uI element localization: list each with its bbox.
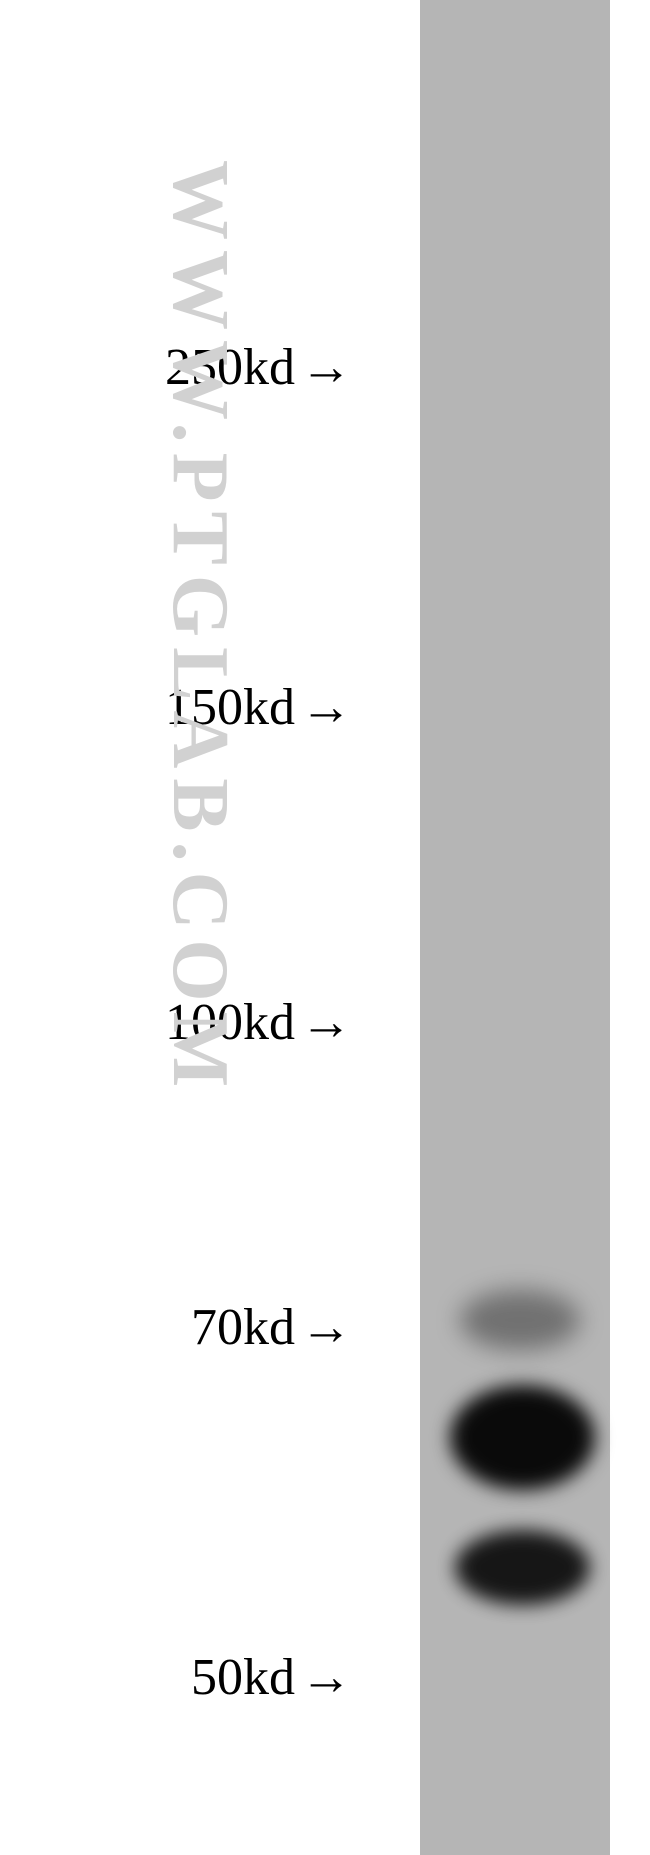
marker-label: 100kd [165,993,295,1052]
protein-band [450,1385,595,1490]
marker-arrow-icon: → [300,1648,352,1707]
marker-label: 70kd [191,1298,295,1357]
protein-band [460,1290,580,1350]
marker-arrow-icon: → [300,678,352,737]
marker-label: 250kd [165,338,295,397]
protein-band [455,1530,590,1605]
marker-label: 150kd [165,678,295,737]
marker-arrow-icon: → [300,993,352,1052]
marker-label: 50kd [191,1648,295,1707]
marker-arrow-icon: → [300,1298,352,1357]
marker-arrow-icon: → [300,338,352,397]
watermark-text: WWW.PTGLAB.COM [154,160,245,1097]
